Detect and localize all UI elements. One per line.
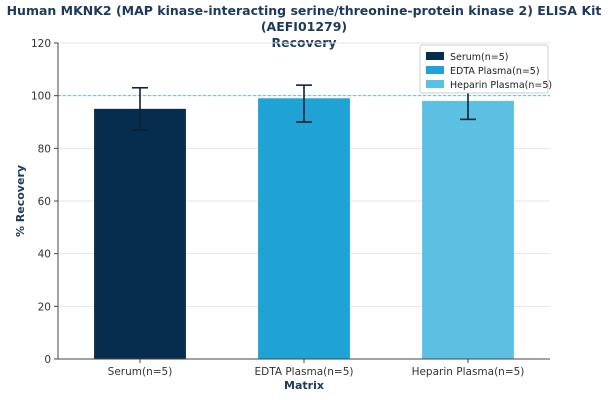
chart-title: Human MKNK2 (MAP kinase-interacting seri… <box>0 3 608 51</box>
y-tick-label: 80 <box>38 143 51 155</box>
axes: 0 20 40 60 80 100 120 Serum(n=5) EDTA Plasma(n=5… <box>31 38 550 378</box>
y-tick-label: 100 <box>31 91 51 103</box>
legend-box <box>419 44 549 94</box>
y-tick-label: 60 <box>38 196 51 208</box>
chart-title-line1: Human MKNK2 (MAP kinase-interacting seri… <box>6 3 602 34</box>
bars <box>94 98 514 360</box>
legend-swatch <box>426 52 444 60</box>
legend-swatch <box>426 80 444 88</box>
legend-label: EDTA Plasma(n=5) <box>450 66 540 77</box>
legend: Serum(n=5) EDTA Plasma(n=5) Heparin Plasma… <box>419 44 552 94</box>
y-axis-label: % Recovery <box>14 165 27 237</box>
x-tick-label: Serum(n=5) <box>108 366 173 378</box>
bar <box>422 100 514 359</box>
x-tick-label: Heparin Plasma(n=5) <box>412 366 525 378</box>
x-tick-label: EDTA Plasma(n=5) <box>255 366 354 378</box>
y-tick-label: 40 <box>38 249 51 261</box>
x-axis-label: Matrix <box>284 379 324 392</box>
legend-swatch <box>426 66 444 74</box>
bar <box>258 98 350 360</box>
legend-label: Heparin Plasma(n=5) <box>450 80 552 91</box>
y-tick-label: 120 <box>31 38 51 50</box>
y-tick-label: 20 <box>38 301 51 313</box>
bar <box>94 108 186 359</box>
legend-label: Serum(n=5) <box>450 52 509 63</box>
y-tick-label: 0 <box>44 354 51 366</box>
